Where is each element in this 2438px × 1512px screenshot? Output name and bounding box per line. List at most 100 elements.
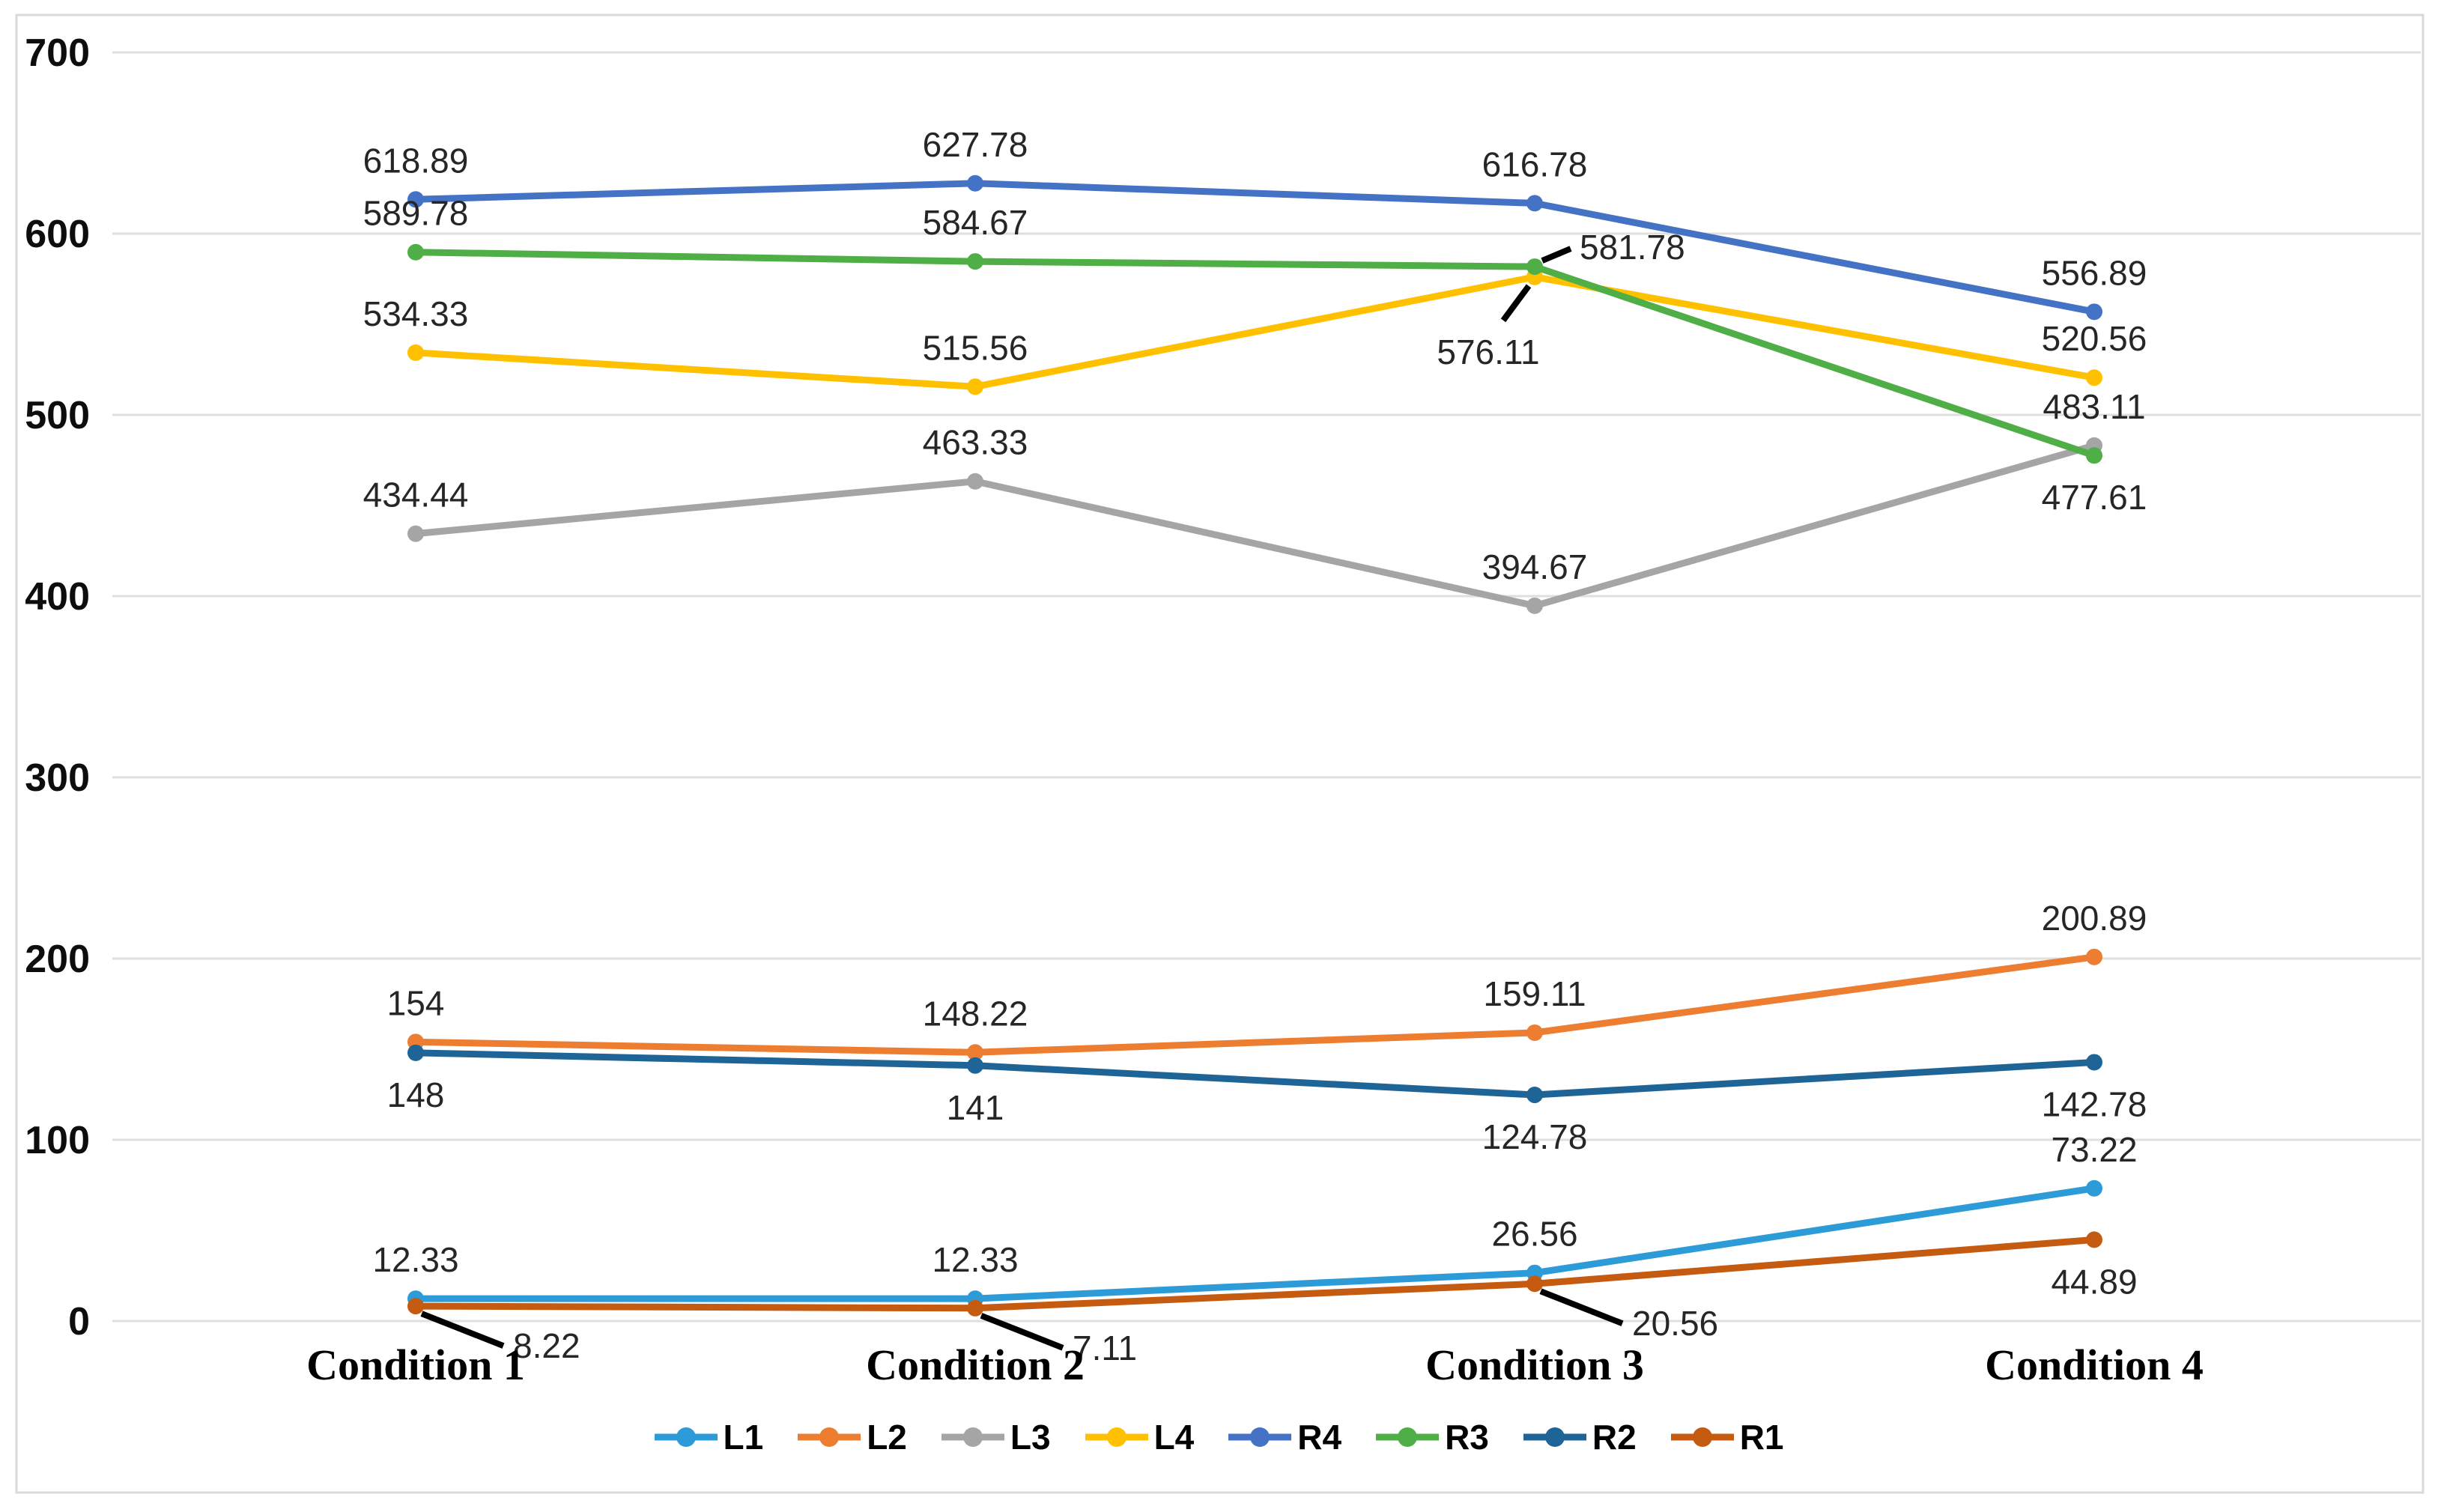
data-point-L4-1	[407, 344, 424, 361]
legend-item-label: R2	[1592, 1418, 1637, 1457]
data-point-R1-3	[1526, 1275, 1543, 1293]
data-label: 534.33	[363, 294, 469, 333]
data-point-R3-3	[1526, 258, 1543, 276]
data-point-R1-1	[407, 1298, 424, 1315]
data-point-L4-2	[967, 378, 983, 395]
data-point-R4-2	[967, 174, 983, 192]
legend-item-L2: L2	[798, 1420, 907, 1454]
data-point-L3-1	[407, 525, 424, 542]
data-label: 477.61	[2042, 478, 2147, 517]
series-line-L3	[412, 442, 2098, 610]
data-label: 463.33	[923, 423, 1028, 462]
leader-line	[1500, 284, 1532, 323]
data-label: 12.33	[932, 1240, 1018, 1279]
figure-border	[15, 13, 2425, 1494]
legend-item-R1: R1	[1670, 1418, 1784, 1457]
data-label: 124.78	[1482, 1117, 1588, 1156]
data-point-L3-2	[967, 473, 983, 490]
data-point-L3-3	[1526, 597, 1543, 614]
data-label: 589.78	[363, 194, 469, 233]
data-label: 434.44	[363, 476, 469, 514]
data-point-L2-3	[1526, 1024, 1543, 1041]
data-label: 142.78	[2042, 1084, 2147, 1123]
data-label: 26.56	[1491, 1215, 1577, 1254]
data-label: 154	[387, 983, 445, 1022]
chart-legend: L1 L2 L3 L4 R4 R3 R2 R1	[0, 1420, 2438, 1454]
data-label: 20.56	[1632, 1304, 1718, 1343]
data-point-R3-2	[967, 253, 983, 270]
x-category-label: Condition 1	[306, 1341, 525, 1389]
data-label: 44.89	[2051, 1262, 2137, 1301]
legend-item-L4: L4	[1085, 1418, 1195, 1457]
legend-item-L1: L1	[654, 1418, 764, 1457]
data-label: 483.11	[2043, 387, 2145, 426]
y-tick-label: 700	[25, 31, 90, 75]
data-label: 584.67	[923, 203, 1028, 242]
data-label: 515.56	[923, 328, 1028, 367]
data-label: 7.11	[1073, 1329, 1137, 1367]
legend-item-label: R1	[1739, 1418, 1784, 1457]
legend-item-label: L1	[723, 1418, 764, 1457]
legend-line-marker-icon	[1523, 1427, 1586, 1447]
data-point-R1-4	[2086, 1231, 2102, 1248]
legend-item-R4: R4	[1228, 1420, 1341, 1454]
data-label: 73.22	[2051, 1130, 2137, 1169]
y-tick-label: 100	[25, 1119, 90, 1162]
data-label: 159.11	[1483, 974, 1586, 1013]
data-point-R2-4	[2086, 1054, 2102, 1071]
data-label: 148	[387, 1075, 445, 1114]
legend-item-R3: R3	[1376, 1420, 1489, 1454]
x-category-label: Condition 3	[1425, 1341, 1644, 1389]
legend-line-marker-icon	[654, 1427, 718, 1447]
y-tick-label: 300	[25, 756, 90, 800]
data-point-L2-4	[2086, 948, 2102, 965]
data-point-L1-4	[2086, 1179, 2102, 1197]
y-tick-label: 0	[68, 1300, 90, 1344]
data-point-R4-1	[407, 191, 424, 208]
y-tick-label: 400	[25, 575, 90, 619]
data-label: 394.67	[1482, 547, 1588, 586]
data-label: 618.89	[363, 141, 469, 180]
data-label: 616.78	[1482, 145, 1588, 183]
data-point-R4-3	[1526, 195, 1543, 212]
legend-line-marker-icon	[1085, 1427, 1148, 1447]
y-tick-label: 200	[25, 938, 90, 981]
y-tick-label: 600	[25, 213, 90, 256]
data-label: 576.11	[1437, 333, 1539, 371]
data-label: 12.33	[372, 1240, 458, 1279]
data-label: 8.22	[513, 1326, 580, 1365]
legend-line-marker-icon	[798, 1427, 861, 1447]
data-point-L4-4	[2086, 369, 2102, 386]
series-line-L2	[412, 953, 2098, 1056]
data-point-R3-1	[407, 243, 424, 261]
legend-item-label: R3	[1445, 1418, 1489, 1457]
legend-item-label: R4	[1297, 1418, 1342, 1457]
legend-line-marker-icon	[1228, 1427, 1292, 1447]
data-label: 148.22	[923, 994, 1028, 1033]
legend-item-label: L4	[1153, 1418, 1195, 1457]
legend-item-label: L3	[1010, 1418, 1051, 1457]
legend-item-L3: L3	[941, 1420, 1051, 1454]
leader-line	[420, 1311, 505, 1349]
leader-line	[1539, 1288, 1624, 1326]
x-category-label: Condition 4	[1985, 1341, 2204, 1389]
series-line-R2	[412, 1049, 2098, 1099]
legend-item-R2: R2	[1523, 1420, 1637, 1454]
data-point-L2-2	[967, 1044, 983, 1061]
data-label: 520.56	[2042, 319, 2147, 358]
legend-line-marker-icon	[941, 1427, 1004, 1447]
x-category-label: Condition 2	[866, 1341, 1085, 1389]
data-label: 627.78	[923, 125, 1028, 164]
series-line-L4	[412, 273, 2098, 390]
data-point-R2-1	[407, 1044, 424, 1061]
data-point-R1-2	[967, 1299, 983, 1317]
data-label: 581.78	[1580, 228, 1685, 267]
data-point-R4-4	[2086, 303, 2102, 321]
series-line-R3	[412, 249, 2098, 459]
legend-line-marker-icon	[1376, 1427, 1440, 1447]
legend-item-label: L2	[867, 1418, 907, 1457]
data-label: 141	[947, 1088, 1004, 1127]
series-line-R1	[412, 1236, 2098, 1312]
y-tick-label: 500	[25, 394, 90, 437]
